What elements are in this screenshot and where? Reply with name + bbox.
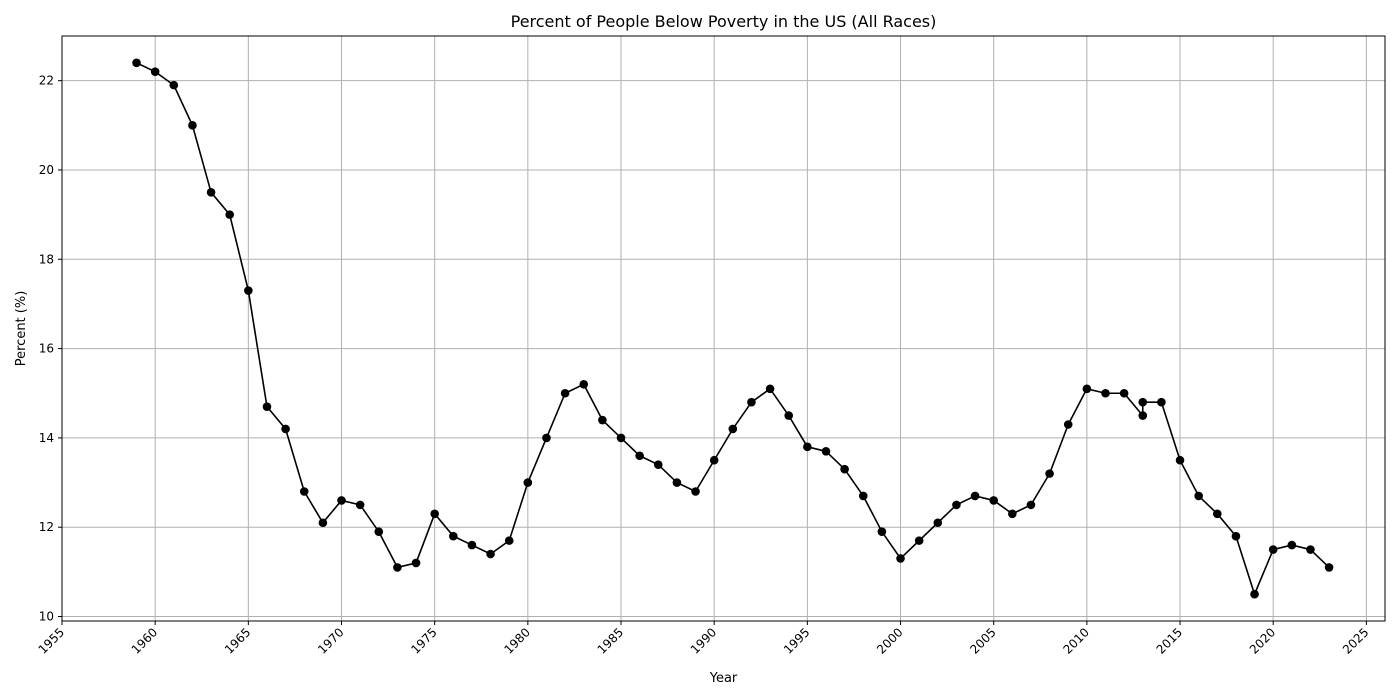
data-point[interactable] <box>337 496 346 505</box>
data-point[interactable] <box>914 536 924 545</box>
x-tick-label: 2010 <box>1060 625 1091 656</box>
data-point[interactable] <box>1008 509 1017 519</box>
data-point[interactable] <box>1045 469 1054 478</box>
data-point[interactable] <box>244 286 253 295</box>
x-tick-label: 1965 <box>222 625 253 656</box>
x-tick-label: 2025 <box>1340 625 1371 656</box>
data-point[interactable] <box>1231 531 1241 541</box>
x-tick-label: 2015 <box>1154 625 1185 656</box>
series <box>132 58 1334 599</box>
data-point[interactable] <box>206 187 216 197</box>
chart-title: Percent of People Below Poverty in the U… <box>511 12 937 31</box>
data-point[interactable] <box>877 527 887 536</box>
y-tick-label: 12 <box>39 520 54 534</box>
data-point[interactable] <box>1175 455 1185 465</box>
data-point[interactable] <box>709 455 719 465</box>
data-point[interactable] <box>728 424 738 434</box>
data-point[interactable] <box>653 460 663 470</box>
data-point[interactable] <box>281 424 290 434</box>
data-point[interactable] <box>598 415 607 425</box>
x-tick-label: 1975 <box>408 625 439 656</box>
data-point[interactable] <box>504 536 514 545</box>
data-point[interactable] <box>933 518 943 528</box>
data-point[interactable] <box>188 121 197 130</box>
x-tick-label: 1990 <box>688 625 719 656</box>
data-point[interactable] <box>1119 388 1129 398</box>
data-point[interactable] <box>765 384 775 394</box>
data-point[interactable] <box>169 80 179 90</box>
x-tick-label: 2020 <box>1247 625 1278 656</box>
y-tick-label: 14 <box>39 431 54 445</box>
data-point[interactable] <box>803 442 812 452</box>
y-tick-label: 16 <box>39 342 54 356</box>
data-point[interactable] <box>1026 500 1036 510</box>
data-point[interactable] <box>747 397 756 407</box>
y-tick-label: 22 <box>39 74 54 88</box>
x-tick-label: 1980 <box>501 625 532 656</box>
data-point[interactable] <box>449 531 458 541</box>
data-point[interactable] <box>896 554 905 563</box>
data-point[interactable] <box>486 549 495 559</box>
data-point[interactable] <box>1287 540 1297 550</box>
axis-ticks: 1955 1960 1965 1970 1975 1980 1985 1990 1995 2000… <box>36 74 1372 657</box>
data-point[interactable] <box>1157 397 1166 407</box>
data-point[interactable] <box>635 451 644 461</box>
data-point[interactable] <box>132 58 141 68</box>
data-point[interactable] <box>374 527 384 536</box>
data-point[interactable] <box>1138 411 1148 420</box>
x-tick-label: 1955 <box>36 625 67 656</box>
y-tick-label: 10 <box>39 610 54 624</box>
data-point[interactable] <box>821 447 831 456</box>
data-point[interactable] <box>523 478 533 487</box>
data-point[interactable] <box>1138 397 1148 407</box>
data-point[interactable] <box>355 500 365 510</box>
x-tick-label: 2005 <box>967 625 998 656</box>
data-point[interactable] <box>1250 589 1259 599</box>
data-point[interactable] <box>989 496 998 505</box>
y-tick-label: 20 <box>39 163 54 177</box>
data-point[interactable] <box>262 402 272 411</box>
data-point[interactable] <box>318 518 328 528</box>
grid <box>61 36 1385 621</box>
data-point[interactable] <box>560 388 570 398</box>
data-point[interactable] <box>430 509 439 519</box>
data-point[interactable] <box>1101 388 1110 398</box>
data-point[interactable] <box>1063 420 1073 429</box>
data-point[interactable] <box>1212 509 1222 519</box>
x-tick-label: 2000 <box>874 625 905 656</box>
data-point[interactable] <box>542 433 551 443</box>
series-line <box>136 62 1330 596</box>
data-point[interactable] <box>1324 563 1334 572</box>
data-point[interactable] <box>858 491 868 501</box>
data-point[interactable] <box>616 433 626 443</box>
data-point[interactable] <box>411 558 421 568</box>
x-tick-label: 1995 <box>781 625 812 656</box>
x-axis-label: Year <box>709 671 738 686</box>
data-point[interactable] <box>1082 384 1092 394</box>
data-point[interactable] <box>467 540 477 550</box>
x-tick-label: 1960 <box>129 625 160 656</box>
data-point[interactable] <box>150 67 160 77</box>
y-axis-label: Percent (%) <box>14 291 29 367</box>
data-point[interactable] <box>691 487 700 496</box>
x-tick-label: 1985 <box>595 625 626 656</box>
data-point[interactable] <box>1194 491 1203 501</box>
plot-frame <box>61 35 1386 622</box>
data-point[interactable] <box>393 563 402 572</box>
data-point[interactable] <box>672 478 682 487</box>
data-point[interactable] <box>952 500 961 510</box>
data-point[interactable] <box>225 210 235 219</box>
data-point[interactable] <box>970 491 980 501</box>
data-point[interactable] <box>1306 545 1315 554</box>
y-tick-label: 18 <box>39 252 54 266</box>
data-point[interactable] <box>299 487 309 496</box>
data-point[interactable] <box>784 411 794 420</box>
x-tick-label: 1970 <box>315 625 346 656</box>
data-point[interactable] <box>840 464 849 474</box>
data-point[interactable] <box>1268 545 1278 554</box>
data-point[interactable] <box>579 380 589 389</box>
